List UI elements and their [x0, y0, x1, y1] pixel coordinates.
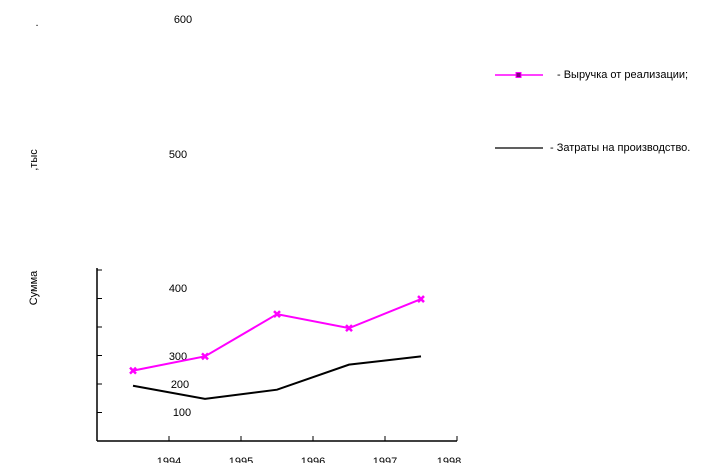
- point-marker: [417, 295, 425, 303]
- point-marker: [129, 366, 137, 375]
- y-tick-label: 500: [169, 149, 187, 161]
- annotation: .: [35, 17, 38, 29]
- series-line: [132, 355, 422, 400]
- x-tick-label: 1997: [373, 456, 397, 463]
- x-tick-label: 1995: [229, 456, 253, 463]
- point-marker: [201, 352, 209, 361]
- y-axis-label: Сумма: [28, 270, 40, 305]
- y-tick-label: 600: [174, 14, 192, 26]
- point-marker: [273, 310, 281, 319]
- y-tick-label: 400: [169, 283, 187, 295]
- point-marker: [345, 324, 353, 333]
- x-tick-label: 1998: [437, 456, 461, 463]
- legend-label: - Выручка от реализации;: [557, 69, 688, 81]
- x-tick-label: 1996: [301, 456, 325, 463]
- legend-marker: [515, 72, 522, 78]
- legend-label: - Затраты на производство.: [550, 142, 690, 154]
- x-tick-label: 1994: [157, 456, 181, 463]
- y-tick-label: 100: [173, 407, 191, 419]
- y-tick-label: 200: [171, 379, 189, 391]
- y-axis-unit: ,тыс: [28, 149, 40, 171]
